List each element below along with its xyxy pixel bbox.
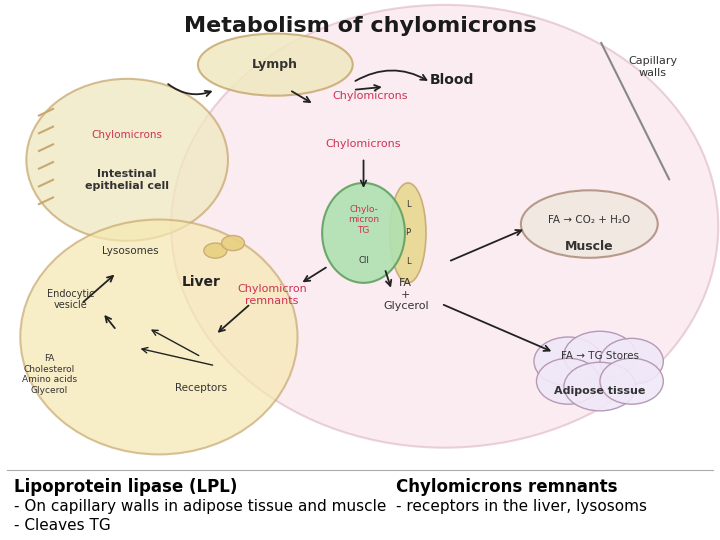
Text: FA
Cholesterol
Amino acids
Glycerol: FA Cholesterol Amino acids Glycerol bbox=[22, 354, 77, 395]
Ellipse shape bbox=[20, 219, 297, 455]
Ellipse shape bbox=[322, 183, 405, 283]
Ellipse shape bbox=[600, 339, 663, 384]
Text: Metabolism of chylomicrons: Metabolism of chylomicrons bbox=[184, 16, 536, 36]
Ellipse shape bbox=[204, 243, 227, 258]
Text: Intestinal
epithelial cell: Intestinal epithelial cell bbox=[85, 169, 169, 191]
Ellipse shape bbox=[198, 33, 353, 96]
Ellipse shape bbox=[390, 183, 426, 283]
Text: Chylomicrons remnants: Chylomicrons remnants bbox=[396, 478, 618, 496]
Text: Lymph: Lymph bbox=[252, 58, 298, 71]
Ellipse shape bbox=[534, 337, 603, 386]
Ellipse shape bbox=[536, 359, 600, 404]
Ellipse shape bbox=[600, 359, 663, 404]
Text: L: L bbox=[405, 257, 410, 266]
Text: Receptors: Receptors bbox=[175, 383, 228, 393]
Text: Lysosomes: Lysosomes bbox=[102, 246, 159, 255]
Text: - receptors in the liver, lysosoms: - receptors in the liver, lysosoms bbox=[396, 500, 647, 515]
Text: Endocytic
vesicle: Endocytic vesicle bbox=[47, 288, 94, 310]
Text: P: P bbox=[405, 228, 410, 238]
Text: Chylo-
micron
TG: Chylo- micron TG bbox=[348, 205, 379, 234]
Text: CII: CII bbox=[358, 256, 369, 265]
Text: FA → TG Stores: FA → TG Stores bbox=[561, 350, 639, 361]
Text: FA
+
Glycerol: FA + Glycerol bbox=[383, 278, 428, 312]
Text: Liver: Liver bbox=[182, 275, 220, 288]
Text: Capillary
walls: Capillary walls bbox=[629, 56, 678, 78]
Text: Chylomicron
remnants: Chylomicron remnants bbox=[237, 284, 307, 306]
Text: Muscle: Muscle bbox=[565, 240, 613, 253]
Text: Adipose tissue: Adipose tissue bbox=[554, 386, 646, 396]
Ellipse shape bbox=[521, 190, 658, 258]
Text: Chylomicrons: Chylomicrons bbox=[325, 139, 401, 150]
Text: - Cleaves TG: - Cleaves TG bbox=[14, 518, 111, 534]
Text: FA → CO₂ + H₂O: FA → CO₂ + H₂O bbox=[548, 214, 631, 225]
Text: Chylomicrons: Chylomicrons bbox=[333, 91, 408, 100]
Text: L: L bbox=[405, 200, 410, 208]
Text: Blood: Blood bbox=[430, 73, 474, 87]
Ellipse shape bbox=[564, 331, 636, 380]
Ellipse shape bbox=[222, 235, 245, 251]
Ellipse shape bbox=[171, 5, 719, 448]
Ellipse shape bbox=[27, 79, 228, 241]
Ellipse shape bbox=[564, 362, 636, 411]
Text: Lipoprotein lipase (LPL): Lipoprotein lipase (LPL) bbox=[14, 478, 238, 496]
Text: Chylomicrons: Chylomicrons bbox=[91, 131, 163, 140]
Text: - On capillary walls in adipose tissue and muscle: - On capillary walls in adipose tissue a… bbox=[14, 500, 387, 515]
